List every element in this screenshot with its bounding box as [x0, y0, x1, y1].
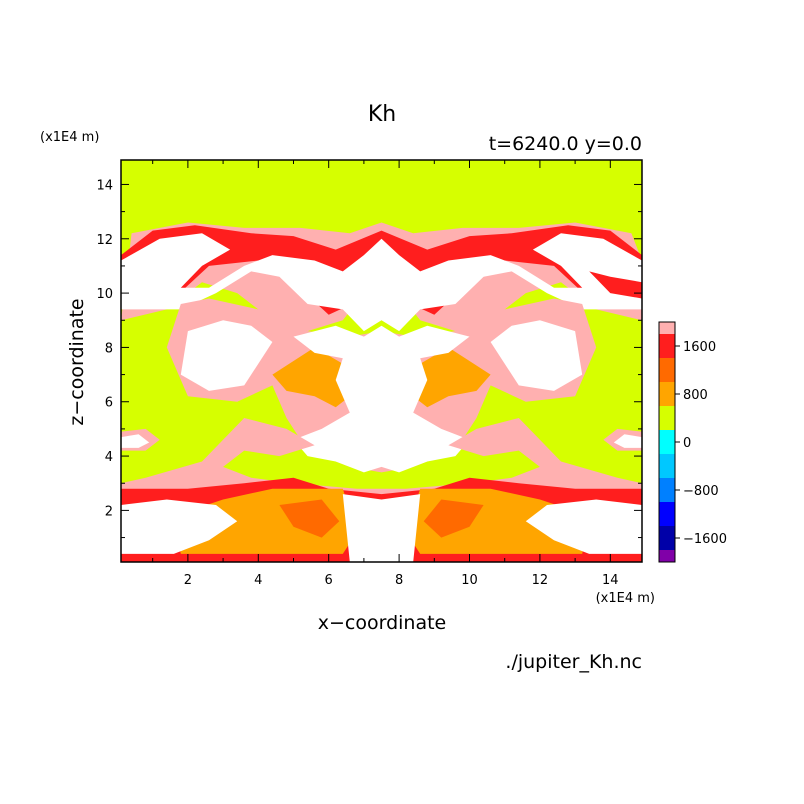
- contour-regions: [121, 222, 642, 562]
- colorbar-cell: [659, 322, 675, 334]
- contour-region: [279, 499, 340, 538]
- contour-region: [121, 233, 642, 332]
- contour-region: [406, 347, 491, 408]
- colorbar-tick-label: 1600: [683, 340, 716, 355]
- y-tick-label: 6: [105, 396, 113, 411]
- colorbar-cell: [659, 550, 675, 562]
- contour-region: [490, 320, 583, 391]
- colorbar-cell: [659, 406, 675, 430]
- x-tick-label: 10: [461, 573, 478, 588]
- chart-title: Kh: [368, 102, 396, 127]
- colorbar: 1600 800 0 −800 −1600: [658, 321, 727, 563]
- y-tick-label: 14: [96, 178, 113, 193]
- colorbar-tick-label: −800: [683, 484, 719, 499]
- colorbar-tick-label: −1600: [683, 532, 727, 547]
- colorbar-cell: [659, 358, 675, 382]
- y-axis-ticks: 2 4 6 8 10 12 14: [96, 178, 642, 539]
- x-tick-label: 4: [254, 573, 262, 588]
- contour-region: [613, 434, 642, 448]
- y-unit-label: (x1E4 m): [40, 130, 99, 145]
- colorbar-cell: [659, 334, 675, 358]
- y-tick-label: 12: [96, 233, 113, 248]
- time-y-label: t=6240.0 y=0.0: [489, 133, 642, 155]
- contour-region: [423, 499, 484, 538]
- y-tick-label: 2: [105, 504, 113, 519]
- colorbar-cell: [659, 454, 675, 478]
- contour-region: [293, 325, 470, 473]
- y-tick-label: 8: [105, 341, 113, 356]
- contour-region: [121, 499, 238, 554]
- y-axis-label: z−coordinate: [66, 298, 88, 425]
- colorbar-cell: [659, 502, 675, 526]
- colorbar-tick-label: 800: [683, 388, 708, 403]
- colorbar-cell: [659, 430, 675, 454]
- source-file-label: ./jupiter_Kh.nc: [505, 651, 642, 673]
- contour-region: [342, 494, 421, 562]
- contour-region: [180, 320, 273, 391]
- contour-region: [121, 434, 150, 448]
- plot-area: 2 4 6 8 10 12 14 2 4 6 8 10 12 14: [96, 159, 643, 588]
- plot-frame: [120, 159, 643, 563]
- x-tick-label: 12: [532, 573, 549, 588]
- colorbar-cell: [659, 478, 675, 502]
- colorbar-cell: [659, 526, 675, 550]
- x-tick-label: 14: [602, 573, 619, 588]
- colorbar-cell: [659, 382, 675, 406]
- x-tick-label: 2: [184, 573, 192, 588]
- contour-region: [525, 499, 642, 554]
- colorbar-tick-label: 0: [683, 436, 691, 451]
- x-tick-label: 8: [395, 573, 403, 588]
- x-axis-ticks: 2 4 6 8 10 12 14: [152, 160, 619, 588]
- contour-region: [272, 347, 357, 408]
- y-tick-label: 10: [96, 287, 113, 302]
- x-tick-label: 6: [325, 573, 333, 588]
- x-unit-label: (x1E4 m): [596, 591, 655, 606]
- x-axis-label: x−coordinate: [318, 612, 447, 634]
- y-tick-label: 4: [105, 450, 113, 465]
